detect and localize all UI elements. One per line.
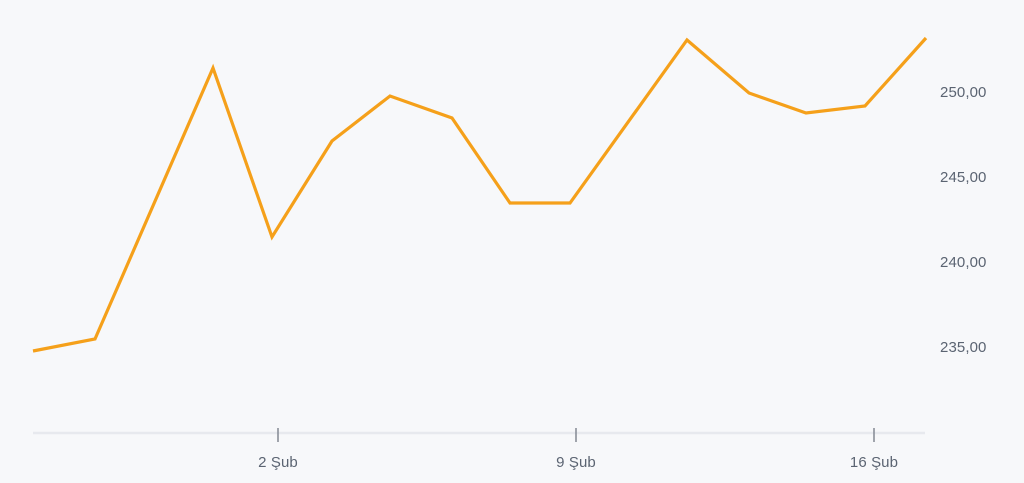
y-axis-tick-label-1: 245,00 [940,169,987,186]
x-axis-tick-label-2: 16 Şub [849,454,899,471]
y-axis-tick-label-2: 240,00 [940,254,987,271]
price-line-series [32,36,928,353]
y-axis-tick-label-3: 235,00 [940,339,987,356]
x-axis-tick-label-1: 9 Şub [556,454,596,471]
x-axis-tick-marks [277,428,875,442]
y-axis-tick-label-0: 250,00 [940,84,987,101]
x-axis-tick-label-0: 2 Şub [258,454,298,471]
